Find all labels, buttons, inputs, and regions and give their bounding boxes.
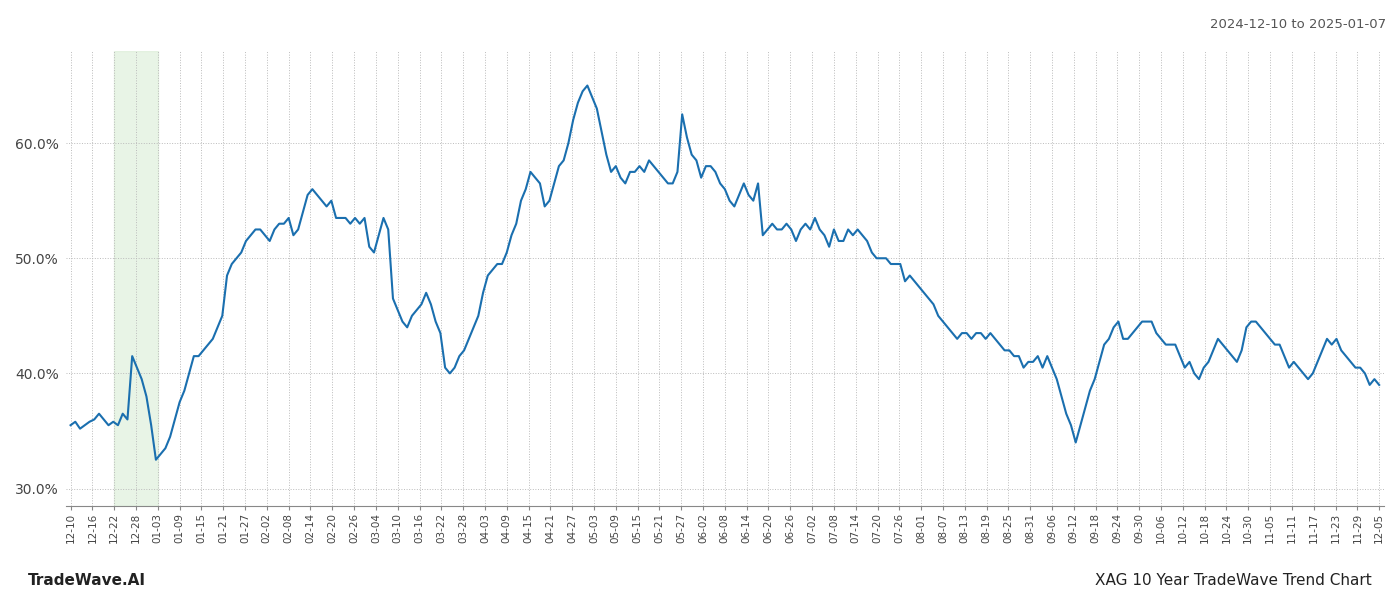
Bar: [115, 51, 158, 506]
Text: 2024-12-10 to 2025-01-07: 2024-12-10 to 2025-01-07: [1210, 18, 1386, 31]
Text: XAG 10 Year TradeWave Trend Chart: XAG 10 Year TradeWave Trend Chart: [1095, 573, 1372, 588]
Text: TradeWave.AI: TradeWave.AI: [28, 573, 146, 588]
